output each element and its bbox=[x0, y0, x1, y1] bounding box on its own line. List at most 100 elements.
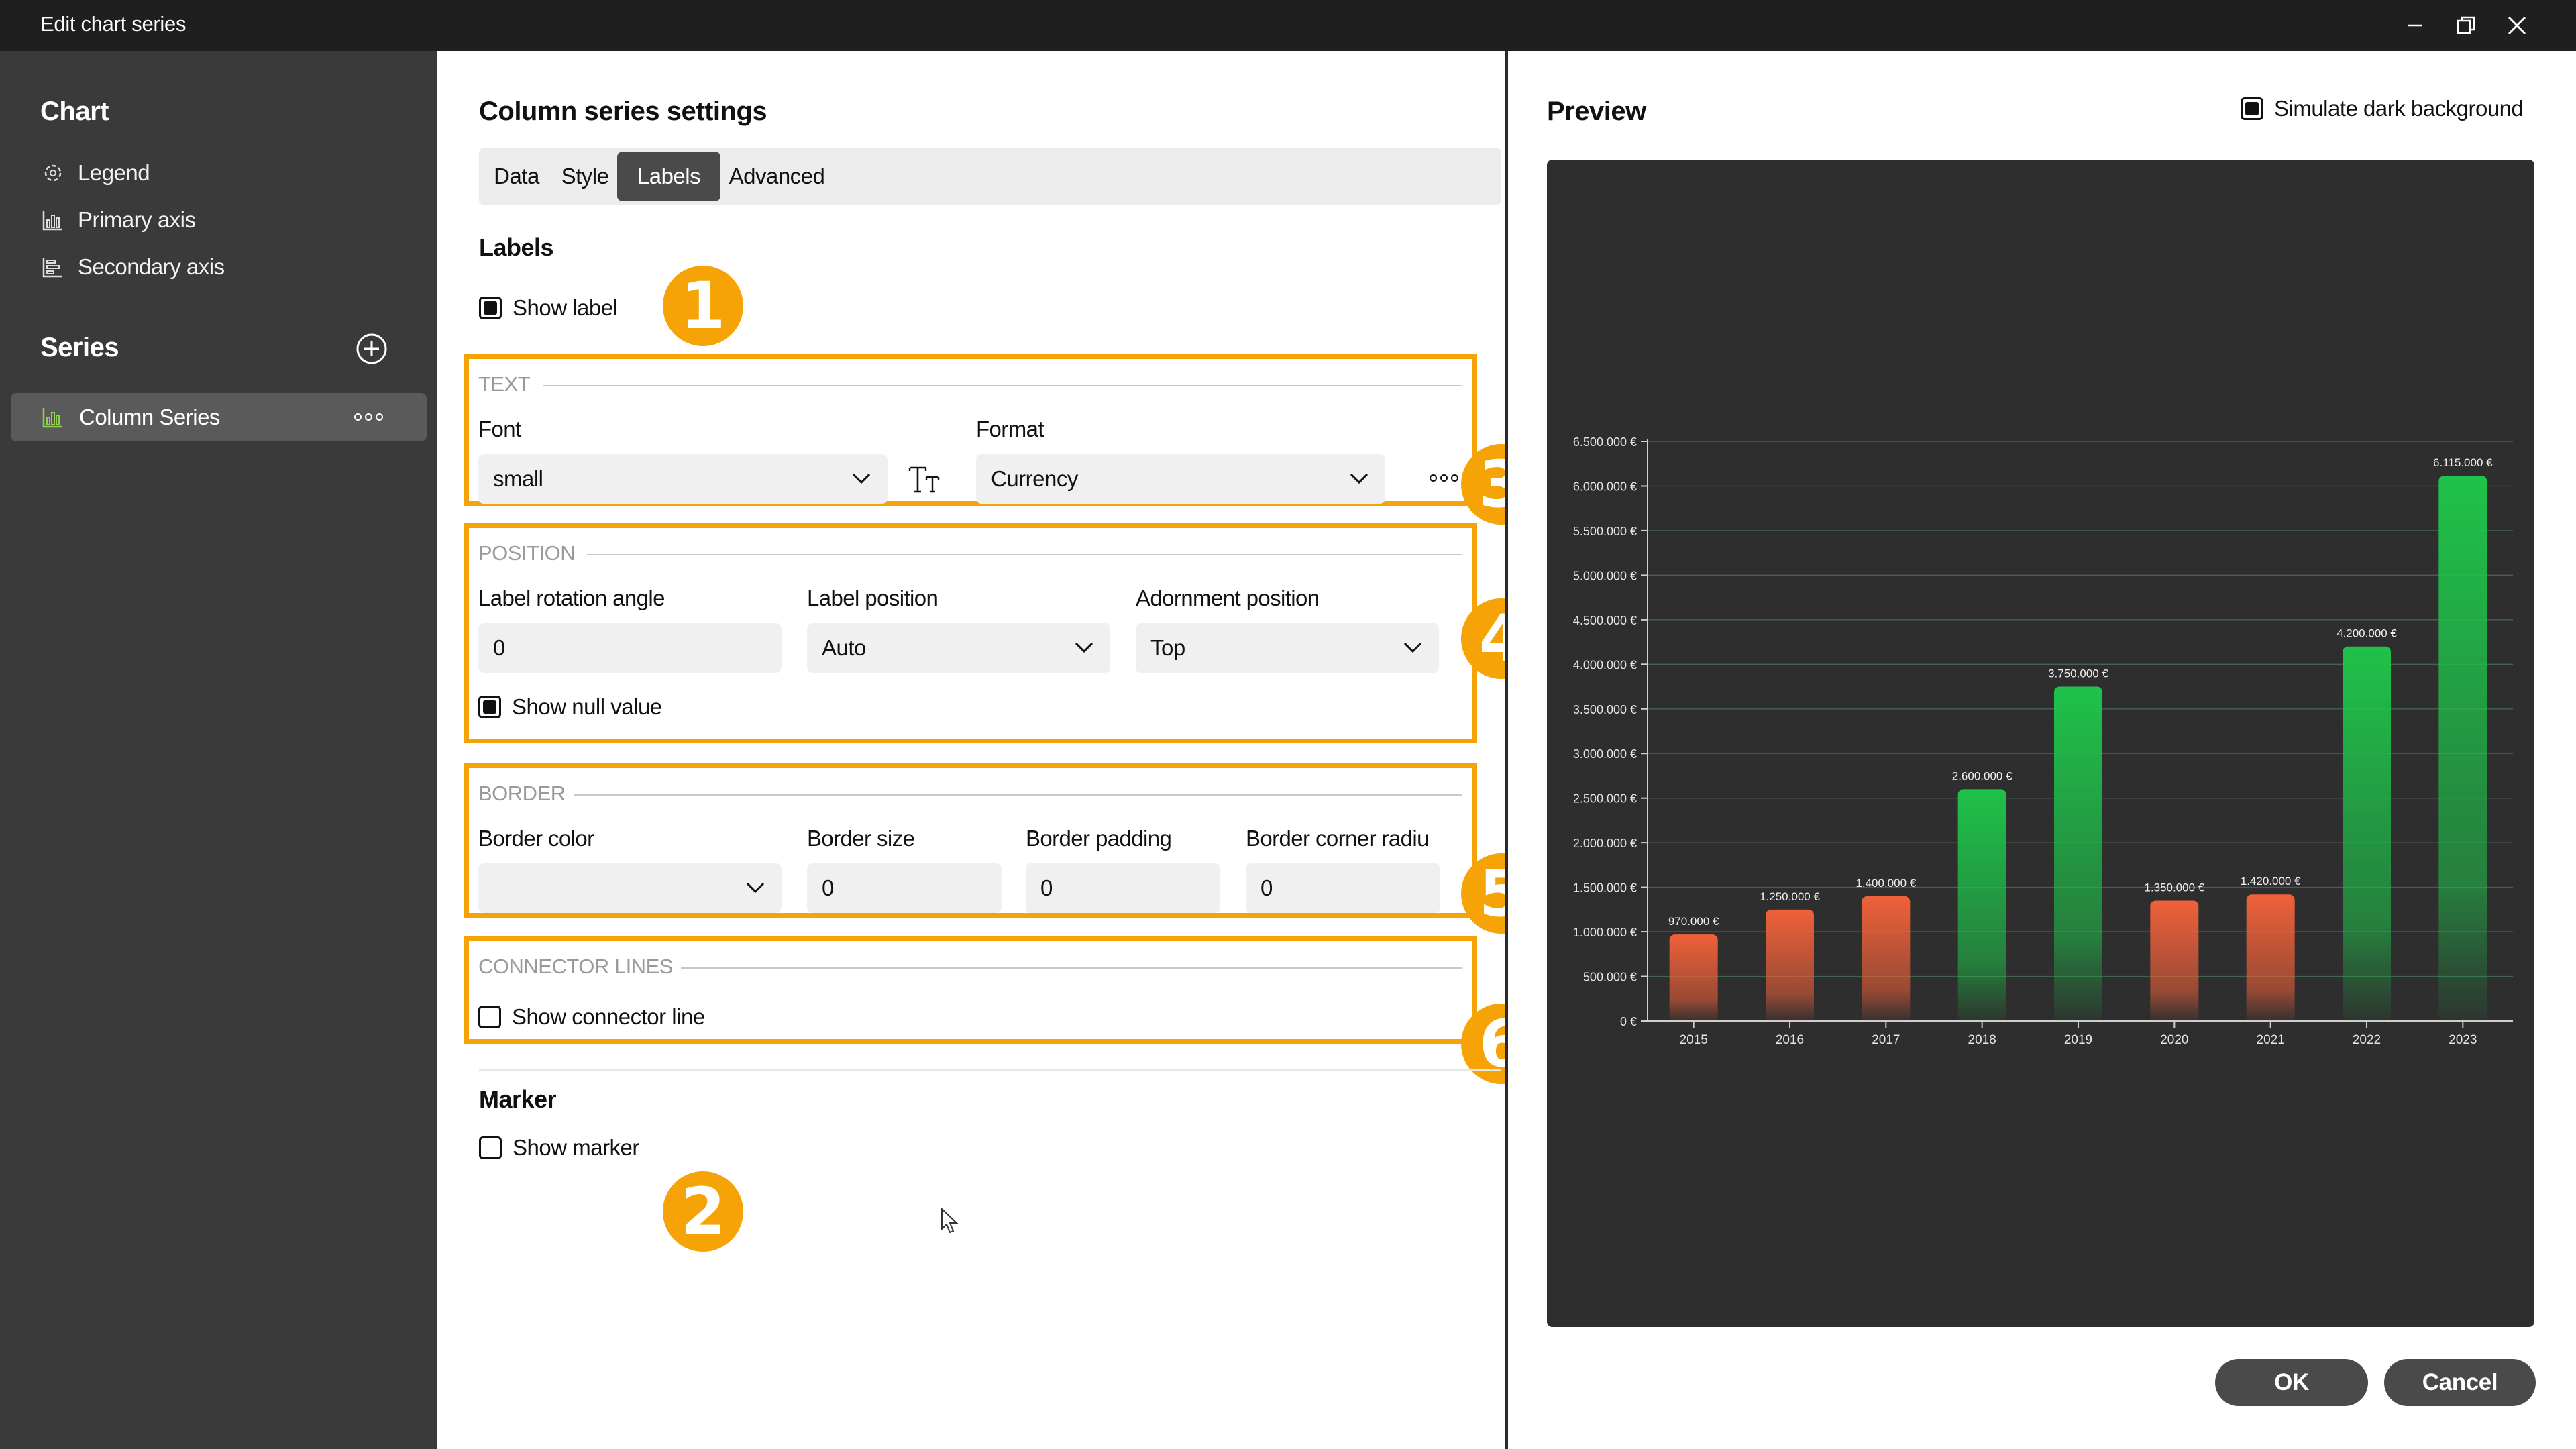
bar bbox=[2343, 646, 2391, 1021]
text-size-icon bbox=[908, 466, 940, 493]
adornment-select[interactable]: Top bbox=[1136, 623, 1439, 673]
sidebar-item-label: Secondary axis bbox=[78, 254, 225, 279]
mouse-cursor-icon bbox=[941, 1208, 959, 1234]
show-label-checkbox[interactable]: Show label bbox=[479, 295, 618, 321]
sidebar-item-secondary-axis[interactable]: Secondary axis bbox=[42, 248, 225, 286]
sidebar-item-label: Primary axis bbox=[78, 207, 196, 232]
sidebar-item-legend[interactable]: Legend bbox=[42, 154, 150, 192]
sidebar-item-primary-axis[interactable]: Primary axis bbox=[42, 201, 196, 239]
series-settings-panel: Column series settings Data Style Labels… bbox=[437, 51, 1542, 1449]
add-series-button[interactable] bbox=[354, 331, 389, 366]
checkbox-box bbox=[478, 696, 501, 718]
marker-heading: Marker bbox=[479, 1085, 557, 1113]
data-label: 6.115.000 € bbox=[2433, 456, 2493, 469]
tab-advanced[interactable]: Advanced bbox=[729, 164, 825, 189]
minimize-button[interactable] bbox=[2395, 9, 2435, 42]
show-marker-checkbox[interactable]: Show marker bbox=[479, 1135, 639, 1161]
tab-style[interactable]: Style bbox=[561, 164, 609, 189]
series-item-label: Column Series bbox=[79, 405, 220, 429]
y-tick-label: 3.500.000 € bbox=[1573, 703, 1637, 716]
close-button[interactable] bbox=[2497, 9, 2537, 42]
ok-button[interactable]: OK bbox=[2215, 1359, 2368, 1406]
callout-badge-1: 1 bbox=[663, 266, 743, 346]
format-label: Format bbox=[976, 417, 1044, 441]
border-radius-value: 0 bbox=[1260, 875, 1273, 900]
x-tick-label: 2015 bbox=[1680, 1033, 1708, 1047]
x-tick-label: 2020 bbox=[2160, 1033, 2188, 1047]
chevron-down-icon bbox=[1075, 642, 1093, 653]
tab-labels[interactable]: Labels bbox=[617, 152, 720, 201]
close-icon bbox=[2508, 17, 2526, 34]
show-null-checkbox[interactable]: Show null value bbox=[478, 694, 662, 720]
label-position-select[interactable]: Auto bbox=[807, 623, 1110, 673]
rotation-label: Label rotation angle bbox=[478, 586, 665, 610]
y-tick-label: 2.000.000 € bbox=[1573, 837, 1637, 850]
border-padding-input[interactable]: 0 bbox=[1026, 863, 1220, 913]
data-label: 3.750.000 € bbox=[2048, 667, 2108, 680]
format-select[interactable]: Currency bbox=[976, 454, 1385, 504]
tab-data[interactable]: Data bbox=[494, 164, 539, 189]
y-tick-label: 1.000.000 € bbox=[1573, 926, 1637, 939]
legend-icon bbox=[44, 164, 62, 182]
x-tick-label: 2019 bbox=[2064, 1033, 2092, 1047]
border-padding-label: Border padding bbox=[1026, 826, 1172, 851]
format-value: Currency bbox=[991, 466, 1078, 491]
border-size-label: Border size bbox=[807, 826, 915, 851]
font-size-button[interactable] bbox=[908, 462, 941, 499]
series-more-button[interactable] bbox=[354, 413, 383, 421]
border-size-input[interactable]: 0 bbox=[807, 863, 1002, 913]
bar bbox=[2150, 900, 2199, 1021]
bar bbox=[2054, 686, 2102, 1021]
position-group: POSITION Label rotation angle 0 Label po… bbox=[464, 523, 1477, 743]
restore-button[interactable] bbox=[2446, 9, 2486, 42]
data-label: 1.420.000 € bbox=[2241, 875, 2301, 888]
sidebar-item-label: Legend bbox=[78, 160, 150, 185]
font-select[interactable]: small bbox=[478, 454, 888, 504]
font-value: small bbox=[493, 466, 543, 491]
x-tick-label: 2018 bbox=[1968, 1033, 1996, 1047]
bar bbox=[1957, 789, 2006, 1021]
x-tick-label: 2023 bbox=[2449, 1033, 2477, 1047]
bar bbox=[1862, 896, 1911, 1021]
rotation-input[interactable]: 0 bbox=[478, 623, 782, 673]
bar-chart-icon bbox=[42, 211, 62, 231]
adornment-value: Top bbox=[1150, 635, 1185, 660]
checkbox-box bbox=[479, 297, 502, 319]
simulate-dark-checkbox[interactable]: Simulate dark background bbox=[2241, 96, 2524, 121]
title-bar: Edit chart series bbox=[0, 0, 2576, 51]
bar bbox=[2438, 476, 2487, 1021]
border-group: BORDER Border color Border size 0 Border… bbox=[464, 763, 1477, 918]
border-size-value: 0 bbox=[822, 875, 834, 900]
data-label: 970.000 € bbox=[1668, 915, 1719, 928]
checkbox-box bbox=[479, 1136, 502, 1159]
chevron-down-icon bbox=[1350, 473, 1368, 484]
connector-group-title: CONNECTOR LINES bbox=[478, 955, 681, 979]
connector-lines-group: CONNECTOR LINES Show connector line bbox=[464, 936, 1477, 1044]
chart-preview: 0 € 500.000 € 1.000.000 € 1.500.000 € 2.000.… bbox=[1547, 160, 2534, 1327]
y-tick-label: 6.500.000 € bbox=[1573, 435, 1637, 449]
checkbox-label: Show marker bbox=[513, 1135, 639, 1160]
panel-divider bbox=[1505, 51, 1508, 1449]
chevron-down-icon bbox=[852, 473, 871, 484]
cancel-button[interactable]: Cancel bbox=[2384, 1359, 2536, 1406]
border-color-label: Border color bbox=[478, 826, 594, 851]
settings-title: Column series settings bbox=[479, 97, 767, 126]
show-connector-checkbox[interactable]: Show connector line bbox=[478, 1004, 705, 1030]
checkbox-box bbox=[2241, 97, 2263, 120]
checkbox-label: Show connector line bbox=[512, 1004, 705, 1029]
label-position-value: Auto bbox=[822, 635, 866, 660]
y-tick-label: 1.500.000 € bbox=[1573, 881, 1637, 895]
rotation-value: 0 bbox=[493, 635, 505, 660]
y-tick-label: 6.000.000 € bbox=[1573, 480, 1637, 493]
minimize-icon bbox=[2408, 24, 2422, 27]
bar bbox=[1766, 909, 1814, 1021]
y-tick-label: 4.000.000 € bbox=[1573, 658, 1637, 672]
border-radius-input[interactable]: 0 bbox=[1246, 863, 1440, 913]
secondary-axis-icon bbox=[42, 258, 62, 278]
format-more-button[interactable] bbox=[1430, 474, 1458, 482]
border-padding-value: 0 bbox=[1040, 875, 1053, 900]
border-color-select[interactable] bbox=[478, 863, 782, 913]
preview-title: Preview bbox=[1547, 97, 1646, 126]
series-item-column-series[interactable]: Column Series bbox=[11, 393, 427, 441]
